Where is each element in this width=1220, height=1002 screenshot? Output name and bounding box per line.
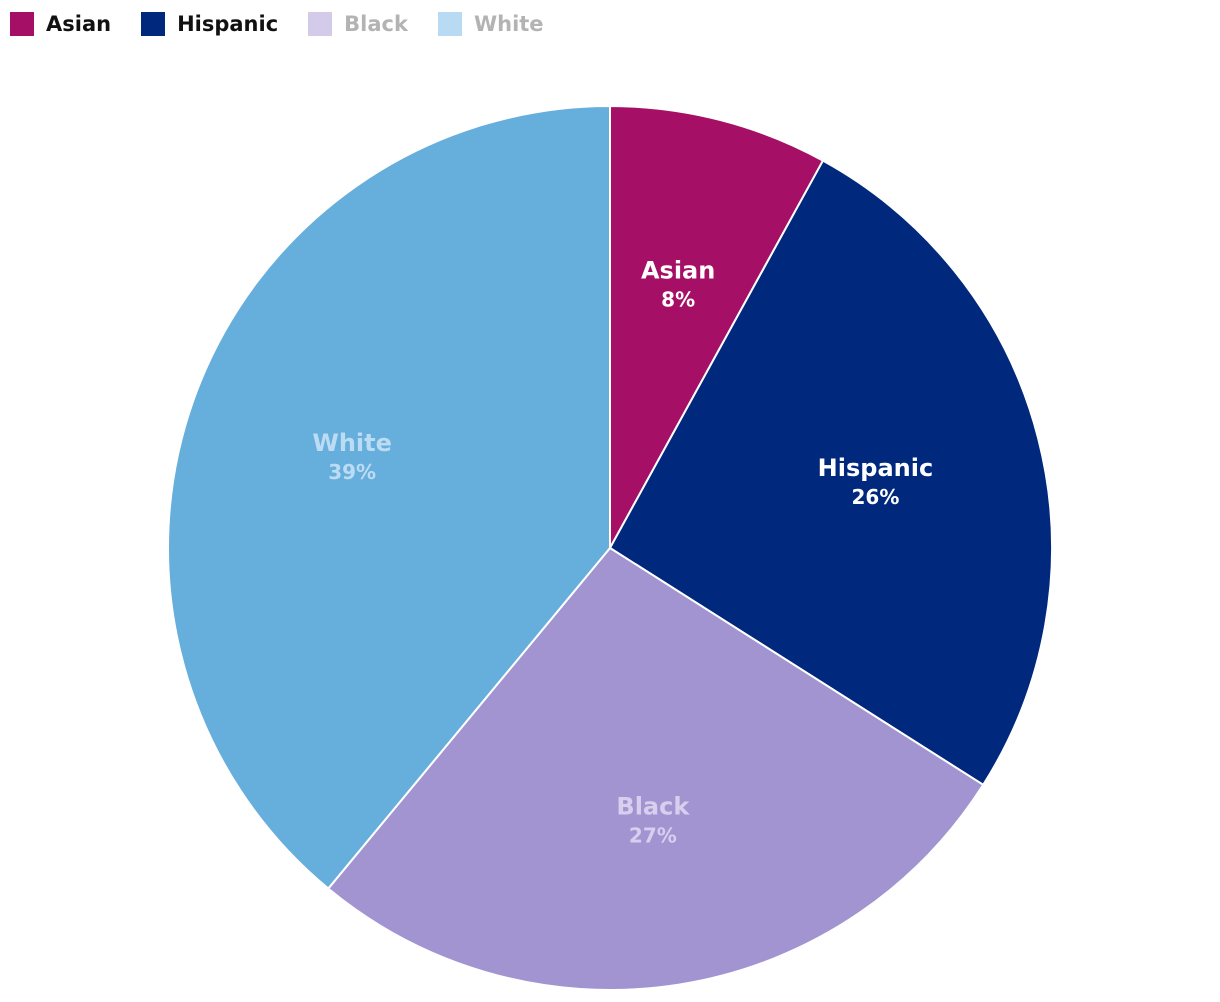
pie-slice-white[interactable] <box>167 104 611 890</box>
slice-value-asian: 8% <box>661 288 695 312</box>
slice-value-white: 39% <box>328 460 376 484</box>
pie-slices <box>167 104 1053 991</box>
slice-label-black: Black <box>616 793 690 821</box>
pie-slice-asian[interactable] <box>609 104 825 549</box>
slice-value-black: 27% <box>629 824 677 848</box>
legend-swatch-black <box>308 12 333 36</box>
legend-swatch-white <box>437 12 462 36</box>
chart-legend: Asian Hispanic Black White <box>10 10 574 38</box>
legend-item-hispanic[interactable]: Hispanic <box>141 12 278 36</box>
slice-label-asian: Asian <box>641 257 715 285</box>
pie-slice-hispanic[interactable] <box>608 159 1053 787</box>
legend-label-white: White <box>473 12 544 36</box>
legend-swatch-hispanic <box>141 12 166 36</box>
legend-label-black: Black <box>344 12 408 36</box>
slice-label-hispanic: Hispanic <box>818 454 934 482</box>
slice-label-white: White <box>312 429 392 457</box>
pie-slice-black[interactable] <box>326 546 985 991</box>
legend-swatch-asian <box>10 12 34 36</box>
pie-labels: Asian 8% Hispanic 26% Black 27% White 39% <box>312 257 933 848</box>
legend-item-white[interactable]: White <box>437 12 544 36</box>
legend-item-black[interactable]: Black <box>308 12 408 36</box>
legend-label-hispanic: Hispanic <box>177 12 279 36</box>
slice-value-hispanic: 26% <box>851 485 899 509</box>
legend-label-asian: Asian <box>46 12 112 36</box>
legend-item-asian[interactable]: Asian <box>10 12 111 36</box>
